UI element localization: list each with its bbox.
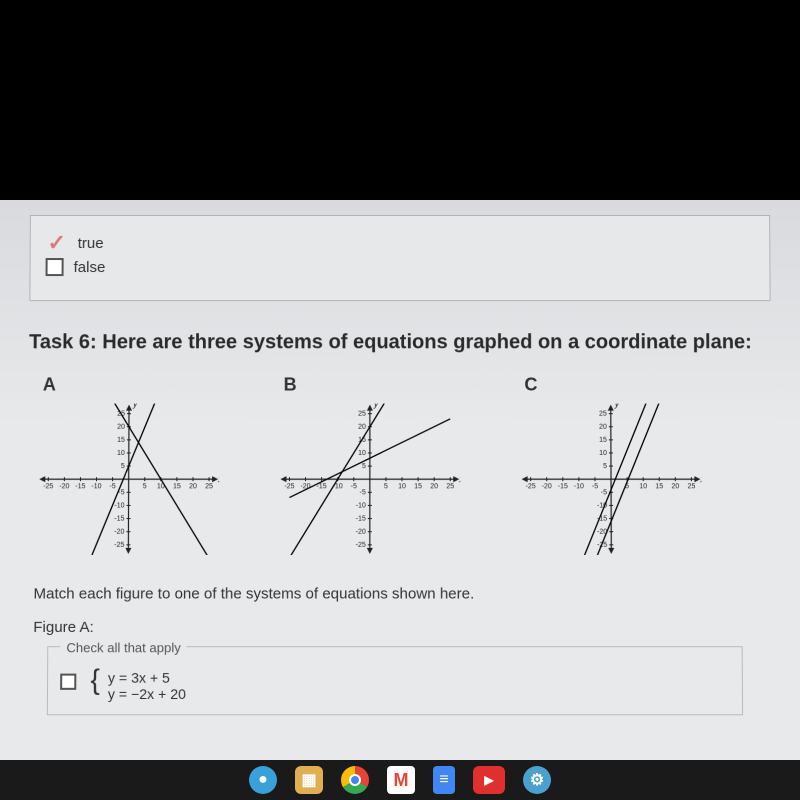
answer-false-row[interactable]: false: [46, 258, 755, 276]
svg-text:-25: -25: [356, 542, 366, 549]
graph-b-block: B -25-25-20-20-15-15-10-10-5-55510101515…: [279, 374, 460, 555]
svg-text:5: 5: [121, 463, 125, 470]
graph-c: -25-25-20-20-15-15-10-10-5-5551010151520…: [520, 404, 701, 555]
svg-text:20: 20: [358, 424, 366, 431]
check-all-legend: Check all that apply: [60, 640, 187, 655]
svg-text:10: 10: [358, 450, 366, 457]
answer-true-row[interactable]: ✓ true: [46, 232, 755, 254]
svg-text:-10: -10: [91, 483, 101, 490]
equation-line-1: y = 3x + 5: [108, 670, 186, 686]
brace-icon: {: [90, 670, 100, 690]
equation-system: y = 3x + 5 y = −2x + 20: [108, 670, 186, 703]
gallery-icon[interactable]: ▦: [295, 766, 323, 794]
figure-a-heading: Figure A:: [33, 619, 773, 636]
checkbox-icon[interactable]: [46, 258, 64, 276]
equation-line-2: y = −2x + 20: [108, 686, 186, 702]
graph-b: -25-25-20-20-15-15-10-10-5-5551010151520…: [279, 404, 460, 555]
svg-text:5: 5: [143, 483, 147, 490]
svg-text:-20: -20: [59, 483, 69, 490]
camera-icon[interactable]: ●: [249, 766, 277, 794]
youtube-icon[interactable]: ▶: [473, 766, 505, 794]
gmail-icon[interactable]: M: [387, 766, 415, 794]
svg-text:-25: -25: [284, 483, 294, 490]
svg-text:-20: -20: [356, 529, 366, 536]
svg-text:-5: -5: [351, 483, 357, 490]
svg-text:x: x: [458, 474, 460, 484]
svg-text:y: y: [132, 404, 138, 409]
graph-c-label: C: [524, 374, 537, 395]
svg-text:15: 15: [414, 483, 422, 490]
svg-text:5: 5: [384, 483, 388, 490]
svg-text:10: 10: [117, 450, 125, 457]
svg-text:-20: -20: [114, 529, 124, 536]
settings-icon[interactable]: ⚙: [523, 766, 551, 794]
graph-a: -25-25-20-20-15-15-10-10-5-5551010151520…: [38, 404, 220, 555]
check-all-box: Check all that apply { y = 3x + 5 y = −2…: [47, 646, 743, 715]
true-label: true: [78, 234, 104, 251]
svg-text:10: 10: [599, 450, 607, 457]
svg-text:x: x: [217, 474, 219, 484]
svg-text:-25: -25: [114, 542, 124, 549]
svg-text:-25: -25: [526, 483, 536, 490]
worksheet-content: ✓ true false Task 6: Here are three syst…: [0, 200, 800, 765]
svg-text:25: 25: [446, 483, 454, 490]
svg-text:5: 5: [362, 463, 366, 470]
checkbox-icon[interactable]: [60, 674, 76, 690]
svg-text:-5: -5: [592, 483, 598, 490]
svg-text:15: 15: [599, 437, 607, 444]
chrome-icon[interactable]: [341, 766, 369, 794]
svg-text:25: 25: [358, 411, 366, 418]
svg-text:-20: -20: [542, 483, 552, 490]
svg-text:-15: -15: [75, 483, 85, 490]
svg-text:-10: -10: [356, 502, 366, 509]
false-label: false: [74, 259, 106, 276]
svg-text:-10: -10: [574, 483, 584, 490]
svg-text:5: 5: [603, 463, 607, 470]
svg-text:20: 20: [671, 483, 679, 490]
graphs-row: A -25-25-20-20-15-15-10-10-5-55510101515…: [38, 374, 773, 555]
svg-text:15: 15: [173, 483, 181, 490]
svg-text:y: y: [614, 404, 620, 409]
svg-text:15: 15: [117, 437, 125, 444]
graph-a-block: A -25-25-20-20-15-15-10-10-5-55510101515…: [38, 374, 220, 555]
svg-text:-15: -15: [317, 483, 327, 490]
svg-text:-10: -10: [114, 502, 124, 509]
equation-option-1[interactable]: { y = 3x + 5 y = −2x + 20: [60, 670, 730, 703]
svg-text:25: 25: [688, 483, 696, 490]
svg-text:y: y: [373, 404, 379, 409]
match-instruction: Match each figure to one of the systems …: [33, 585, 772, 602]
svg-text:x: x: [699, 474, 701, 484]
graph-c-block: C -25-25-20-20-15-15-10-10-5-55510101515…: [520, 374, 701, 555]
svg-text:20: 20: [189, 483, 197, 490]
svg-text:-15: -15: [114, 516, 124, 523]
svg-text:-5: -5: [601, 489, 607, 496]
svg-text:15: 15: [655, 483, 663, 490]
task-title: Task 6: Here are three systems of equati…: [29, 331, 771, 354]
checkmark-icon: ✓: [46, 232, 68, 254]
svg-text:-25: -25: [43, 483, 53, 490]
svg-text:-5: -5: [360, 489, 366, 496]
svg-text:20: 20: [117, 424, 125, 431]
svg-text:-5: -5: [109, 483, 115, 490]
graph-b-label: B: [284, 374, 297, 395]
docs-icon[interactable]: ≡: [433, 766, 455, 794]
previous-answer-box: ✓ true false: [29, 215, 770, 301]
svg-text:20: 20: [599, 424, 607, 431]
svg-text:-15: -15: [558, 483, 568, 490]
svg-text:25: 25: [599, 411, 607, 418]
svg-text:10: 10: [639, 483, 647, 490]
taskbar: ● ▦ M ≡ ▶ ⚙: [0, 760, 800, 800]
svg-text:20: 20: [430, 483, 438, 490]
svg-text:-15: -15: [356, 516, 366, 523]
svg-text:25: 25: [205, 483, 213, 490]
svg-text:10: 10: [398, 483, 406, 490]
graph-a-label: A: [43, 374, 56, 395]
